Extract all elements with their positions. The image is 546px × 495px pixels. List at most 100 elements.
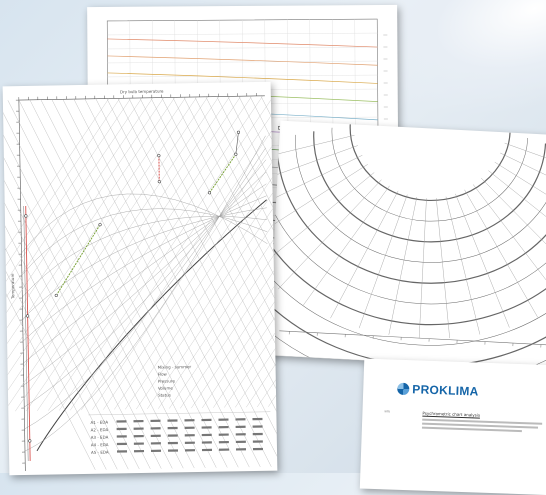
grid-diagonal (52, 96, 238, 470)
grid-diagonal (153, 94, 278, 409)
summary-line: Flow (158, 372, 168, 377)
polar-arc (308, 131, 545, 247)
grid-diagonal (3, 98, 151, 472)
table-cell (253, 425, 263, 427)
table-cell (151, 450, 161, 452)
grid-diagonal (32, 96, 257, 411)
polar-spoke (439, 197, 487, 335)
state-point (28, 440, 31, 443)
table-cell (151, 435, 161, 437)
table-cell (236, 433, 246, 435)
brand-name: PROKLIMA (412, 382, 479, 398)
grid-diagonal (230, 93, 278, 408)
table-cell (218, 418, 228, 420)
table-cell (184, 419, 194, 421)
grid-diagonal (21, 96, 246, 411)
table-cell (151, 442, 161, 444)
polar-chart-sheet (268, 121, 546, 371)
state-point (25, 215, 28, 218)
grid-diagonal (3, 98, 173, 472)
table-cell (150, 420, 160, 422)
table-cell (151, 427, 161, 429)
table-cell (235, 418, 245, 420)
state-point (99, 223, 102, 226)
table-cell (168, 449, 178, 451)
polar-spoke (467, 184, 546, 304)
table-cell (117, 443, 127, 445)
top-axis-label: Dry bulb temperature (120, 89, 164, 95)
polar-spoke (359, 192, 407, 330)
table-cell (202, 441, 212, 443)
rh-curve (20, 136, 271, 451)
table-row-label: A4 - EDA (91, 442, 109, 447)
table-cell (236, 441, 246, 443)
table-cell (202, 426, 212, 428)
grid-diagonal (3, 98, 129, 472)
doc-section-label: Info (384, 409, 390, 413)
proklima-logo-icon (397, 383, 409, 395)
polar-spoke (330, 188, 398, 322)
grid-diagonal (74, 96, 260, 470)
table-cell (236, 448, 246, 450)
polar-spoke (278, 175, 381, 295)
table-cell (252, 418, 262, 420)
summary-line: Pressure (158, 378, 176, 383)
table-cell (219, 426, 229, 428)
table-cell (253, 433, 263, 435)
table-cell (117, 435, 127, 437)
rh-curve (20, 172, 270, 385)
state-point (158, 180, 161, 183)
table-cell (236, 426, 246, 428)
polar-spoke (268, 138, 358, 209)
table-cell (219, 448, 229, 450)
grid-diagonal (120, 94, 278, 409)
grid-diagonal (109, 95, 278, 410)
grid-diagonal (3, 98, 137, 413)
table-row-label: A2 - EDA (91, 427, 109, 432)
grid-diagonal (164, 94, 278, 409)
grid-diagonal (41, 97, 227, 471)
state-point (55, 294, 58, 297)
grid-diagonal (3, 98, 159, 413)
polar-spoke (497, 153, 546, 224)
table-cell (134, 442, 144, 444)
table-cell (134, 427, 144, 429)
table-cell (185, 449, 195, 451)
document-sheet: PROKLIMA Info Psychrometric chart analys… (360, 359, 546, 495)
rh-curve (21, 208, 269, 319)
table-cell (219, 441, 229, 443)
polar-spoke (419, 198, 426, 338)
grid-diagonal (217, 93, 278, 467)
polar-spoke (268, 166, 374, 276)
grid-diagonal (63, 96, 249, 470)
table-cell (117, 428, 127, 430)
summary-line: Mixing - summer (158, 364, 192, 370)
table-cell (185, 434, 195, 436)
state-point (237, 131, 240, 134)
table-cell (201, 419, 211, 421)
table-cell (168, 434, 178, 436)
table-cell (133, 420, 143, 422)
grid-diagonal (30, 97, 216, 471)
polar-chart-plot (268, 121, 546, 371)
doc-heading: Psychrometric chart analysis (422, 411, 480, 418)
summary-line: Status (158, 392, 171, 397)
polar-spoke (389, 196, 417, 336)
table-cell (185, 442, 195, 444)
table-cell (117, 450, 127, 452)
left-axis-label: Temperature (10, 273, 15, 300)
table-row-label: A1 - EDA (90, 420, 108, 425)
brand-logo: PROKLIMA (397, 382, 479, 399)
axis-line (279, 331, 546, 345)
process-line (235, 132, 238, 154)
polar-spoke (484, 171, 546, 269)
polar-arc (268, 142, 546, 313)
polar-arc (327, 128, 527, 226)
table-cell (168, 427, 178, 429)
table-cell (253, 448, 263, 450)
table-cell (168, 442, 178, 444)
state-point (208, 191, 211, 194)
table-cell (202, 434, 212, 436)
polar-arc (270, 138, 546, 291)
summary-line: Volume (158, 385, 174, 390)
